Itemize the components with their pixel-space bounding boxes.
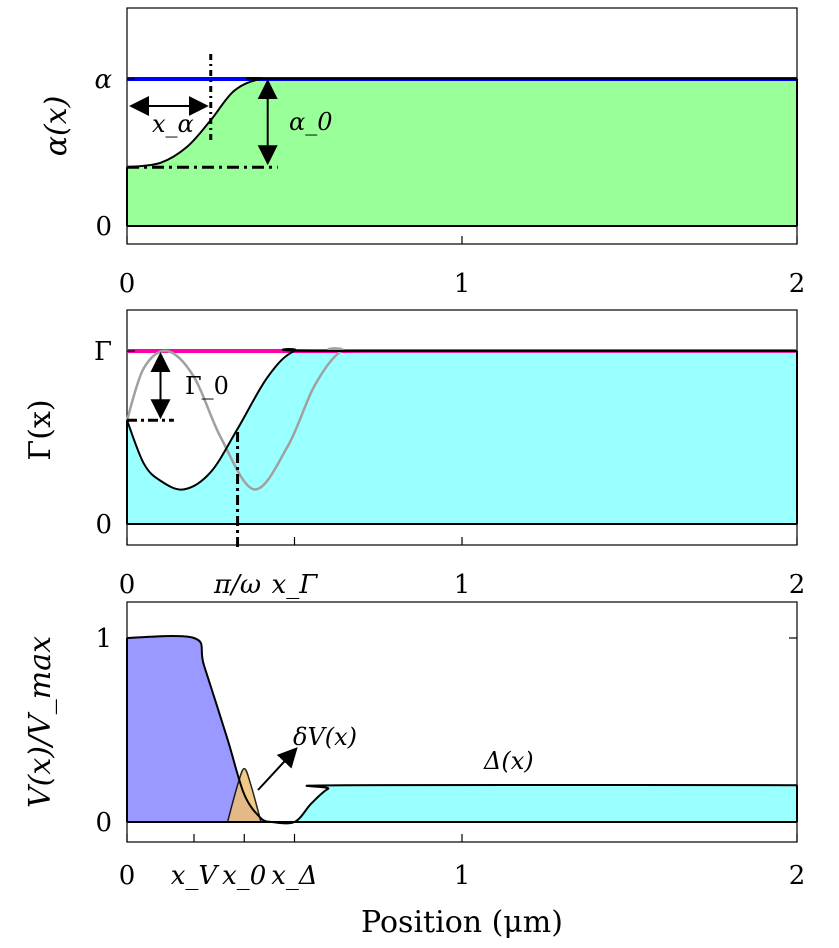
alpha-xtick-label: 0 xyxy=(119,269,136,299)
potential-extra-xtick-label: x_Δ xyxy=(271,861,317,891)
potential-yticks: 01 xyxy=(95,624,797,838)
dv-label: δV(x) xyxy=(293,723,357,751)
gamma-xtick-label: 2 xyxy=(789,570,806,600)
potential-xtick-label: 0 xyxy=(119,861,136,891)
delta-area-fill xyxy=(271,784,797,824)
gamma-ylabel: Γ(x) xyxy=(23,399,58,460)
gamma-extra-xtick-label: x_Γ xyxy=(272,570,319,600)
potential-extra-xtick-label: x_0 xyxy=(222,861,266,891)
alpha-yticks: 0α xyxy=(94,65,797,242)
gamma-xtick-label: 0 xyxy=(119,570,136,600)
dv-arrow xyxy=(257,747,298,791)
alpha-ytick-label: α xyxy=(94,65,112,95)
potential-ylabel: V(x)/V_max xyxy=(23,636,58,808)
gamma0-label: Γ_0 xyxy=(185,372,229,400)
potential-xticks: 0 1 2 x_V x_0 x_Δ xyxy=(119,834,806,891)
potential-panel: δV(x) Δ(x) 01 0 1 2x_V x_0 x_Δ V(x)/V_max Po… xyxy=(23,601,806,940)
alpha-area-fill xyxy=(127,78,797,226)
alpha-curve xyxy=(126,77,797,169)
v-curve xyxy=(126,634,272,823)
gamma-xtick-label: 1 xyxy=(454,570,471,600)
gamma-ytick-label: Γ xyxy=(94,337,112,367)
x-alpha-label: x_α xyxy=(152,110,194,138)
alpha-ytick-label: 0 xyxy=(95,212,112,242)
gamma-curve xyxy=(126,348,797,491)
gamma-xticks: 0 1 2 π/ω x_Γ xyxy=(119,537,806,600)
potential-xlabel: Position (μm) xyxy=(361,905,563,940)
potential-ytick-label: 1 xyxy=(95,624,112,654)
v-area-fill xyxy=(127,635,272,822)
potential-xtick-label: 2 xyxy=(789,861,806,891)
potential-xtick-label: 1 xyxy=(454,861,471,891)
delta-label: Δ(x) xyxy=(483,747,534,775)
gamma-panel: Γ_0 0Γ 0 1 2π/ω x_Γ Γ(x) xyxy=(23,309,806,600)
alpha0-label: α_0 xyxy=(289,108,332,136)
alpha-xtick-label: 1 xyxy=(454,269,471,299)
gamma-yticks: 0Γ xyxy=(94,337,797,540)
alpha-xtick-label: 2 xyxy=(789,269,806,299)
potential-ytick-label: 0 xyxy=(95,808,112,838)
gamma-ytick-label: 0 xyxy=(95,510,112,540)
gamma-extra-xtick-label: π/ω xyxy=(213,570,261,600)
gamma-area-fill xyxy=(127,349,797,524)
potential-extra-xtick-label: x_V xyxy=(171,861,220,891)
alpha-ylabel: α(x) xyxy=(39,96,74,157)
alpha-xticks: 0 1 2 xyxy=(119,236,806,299)
